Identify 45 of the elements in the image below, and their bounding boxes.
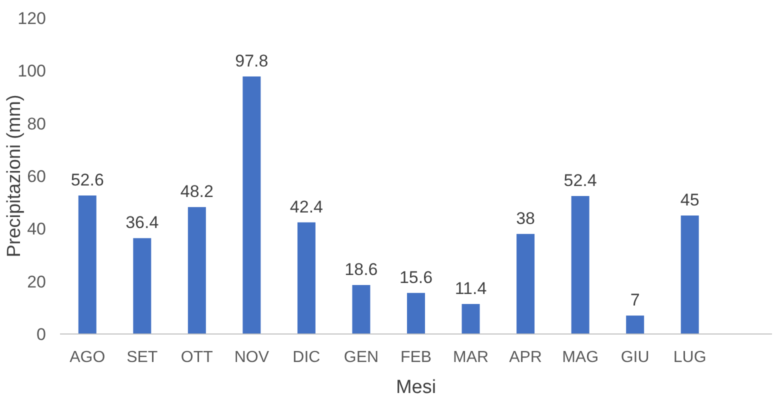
bar	[352, 285, 370, 334]
bar	[242, 76, 261, 334]
data-label: 45	[680, 190, 700, 210]
y-tick-label: 40	[27, 220, 46, 239]
x-tick-label: GIU	[620, 349, 650, 366]
x-tick-label: FEB	[400, 349, 432, 366]
y-tick-label: 0	[36, 324, 46, 344]
data-label: 42.4	[290, 197, 324, 216]
data-label: 7	[630, 290, 640, 310]
x-tick-label: MAR	[452, 349, 489, 366]
bar	[516, 234, 535, 334]
x-tick-label: AGO	[70, 349, 106, 366]
y-tick-label: 20	[27, 272, 46, 292]
x-tick-label: OTT	[180, 349, 214, 366]
x-tick-label: APR	[509, 349, 542, 366]
bar	[680, 216, 699, 334]
x-axis-title: Mesi	[396, 377, 436, 398]
x-tick-label: GEN	[344, 349, 379, 366]
bar	[407, 292, 425, 334]
x-tick-label: NOV	[234, 349, 270, 366]
bar	[626, 316, 644, 334]
data-label: 48.2	[180, 182, 214, 202]
bar	[188, 207, 206, 334]
y-tick-label: 60	[27, 166, 46, 186]
x-tick-label: MAG	[562, 349, 599, 366]
y-tick-label: 100	[18, 62, 46, 81]
data-label: 15.6	[399, 268, 433, 287]
y-axis-title: Precipitazioni (mm)	[4, 94, 25, 258]
bar	[297, 222, 316, 334]
bar	[571, 196, 590, 334]
bar	[462, 304, 480, 334]
x-tick-label: SET	[126, 349, 158, 366]
data-label: 38	[516, 208, 535, 228]
x-tick-label: DIC	[292, 349, 320, 366]
y-tick-label: 80	[27, 114, 46, 134]
data-label: 18.6	[344, 260, 378, 280]
data-label: 11.4	[454, 278, 487, 298]
data-label: 36.4	[126, 213, 159, 232]
bar	[78, 195, 96, 334]
data-label: 97.8	[235, 51, 268, 70]
data-label: 52.4	[564, 171, 597, 190]
y-tick-label: 120	[18, 8, 46, 28]
x-tick-label: LUG	[673, 349, 706, 366]
bar	[133, 238, 152, 334]
data-label: 52.6	[70, 170, 104, 190]
